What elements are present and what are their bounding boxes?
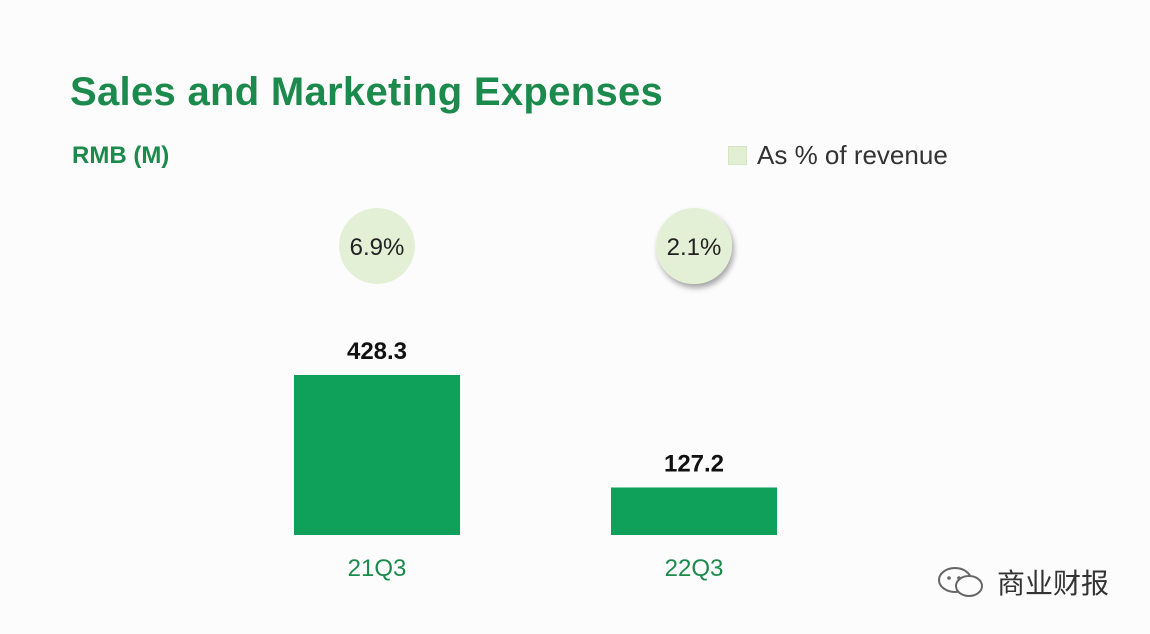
value-label-21Q3: 428.3 [347,338,407,365]
watermark: 商业财报 [935,562,1109,602]
wechat-bubble-icon [938,567,983,597]
legend-swatch [728,146,747,165]
unit-label: RMB (M) [72,142,170,169]
category-label-22Q3: 22Q3 [665,555,724,582]
pct-bubble-22Q3 [656,208,732,284]
legend: As % of revenue [728,140,948,171]
value-label-22Q3: 127.2 [664,450,724,477]
pct-label-22Q3: 2.1% [667,234,722,261]
chart-title: Sales and Marketing Expenses [70,70,664,114]
pct-bubble-21Q3 [339,208,415,284]
pct-label-21Q3: 6.9% [350,234,405,261]
bar-21Q3 [294,375,460,535]
bar-22Q3 [611,487,777,535]
watermark-text: 商业财报 [997,567,1110,600]
category-label-21Q3: 21Q3 [348,555,407,582]
legend-label: As % of revenue [757,140,948,170]
